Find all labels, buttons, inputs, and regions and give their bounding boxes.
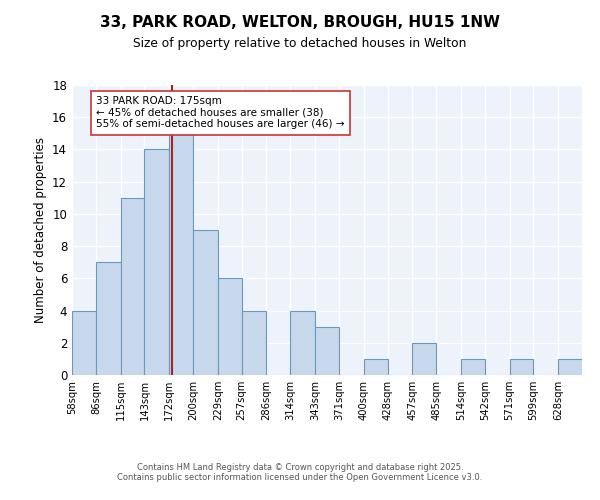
Bar [145,150,169,375]
Bar [412,343,436,375]
Bar [121,198,145,375]
Bar [315,326,339,375]
Bar [558,359,582,375]
Text: Contains HM Land Registry data © Crown copyright and database right 2025.: Contains HM Land Registry data © Crown c… [137,464,463,472]
Text: Contains public sector information licensed under the Open Government Licence v3: Contains public sector information licen… [118,474,482,482]
Text: 33 PARK ROAD: 175sqm
← 45% of detached houses are smaller (38)
55% of semi-detac: 33 PARK ROAD: 175sqm ← 45% of detached h… [96,96,344,130]
Bar [169,134,193,375]
Text: Size of property relative to detached houses in Welton: Size of property relative to detached ho… [133,38,467,51]
Bar [242,310,266,375]
Bar [509,359,533,375]
Bar [364,359,388,375]
Bar [96,262,121,375]
Text: 33, PARK ROAD, WELTON, BROUGH, HU15 1NW: 33, PARK ROAD, WELTON, BROUGH, HU15 1NW [100,15,500,30]
Bar [72,310,96,375]
Bar [193,230,218,375]
Bar [218,278,242,375]
Bar [290,310,315,375]
Y-axis label: Number of detached properties: Number of detached properties [34,137,47,323]
Bar [461,359,485,375]
